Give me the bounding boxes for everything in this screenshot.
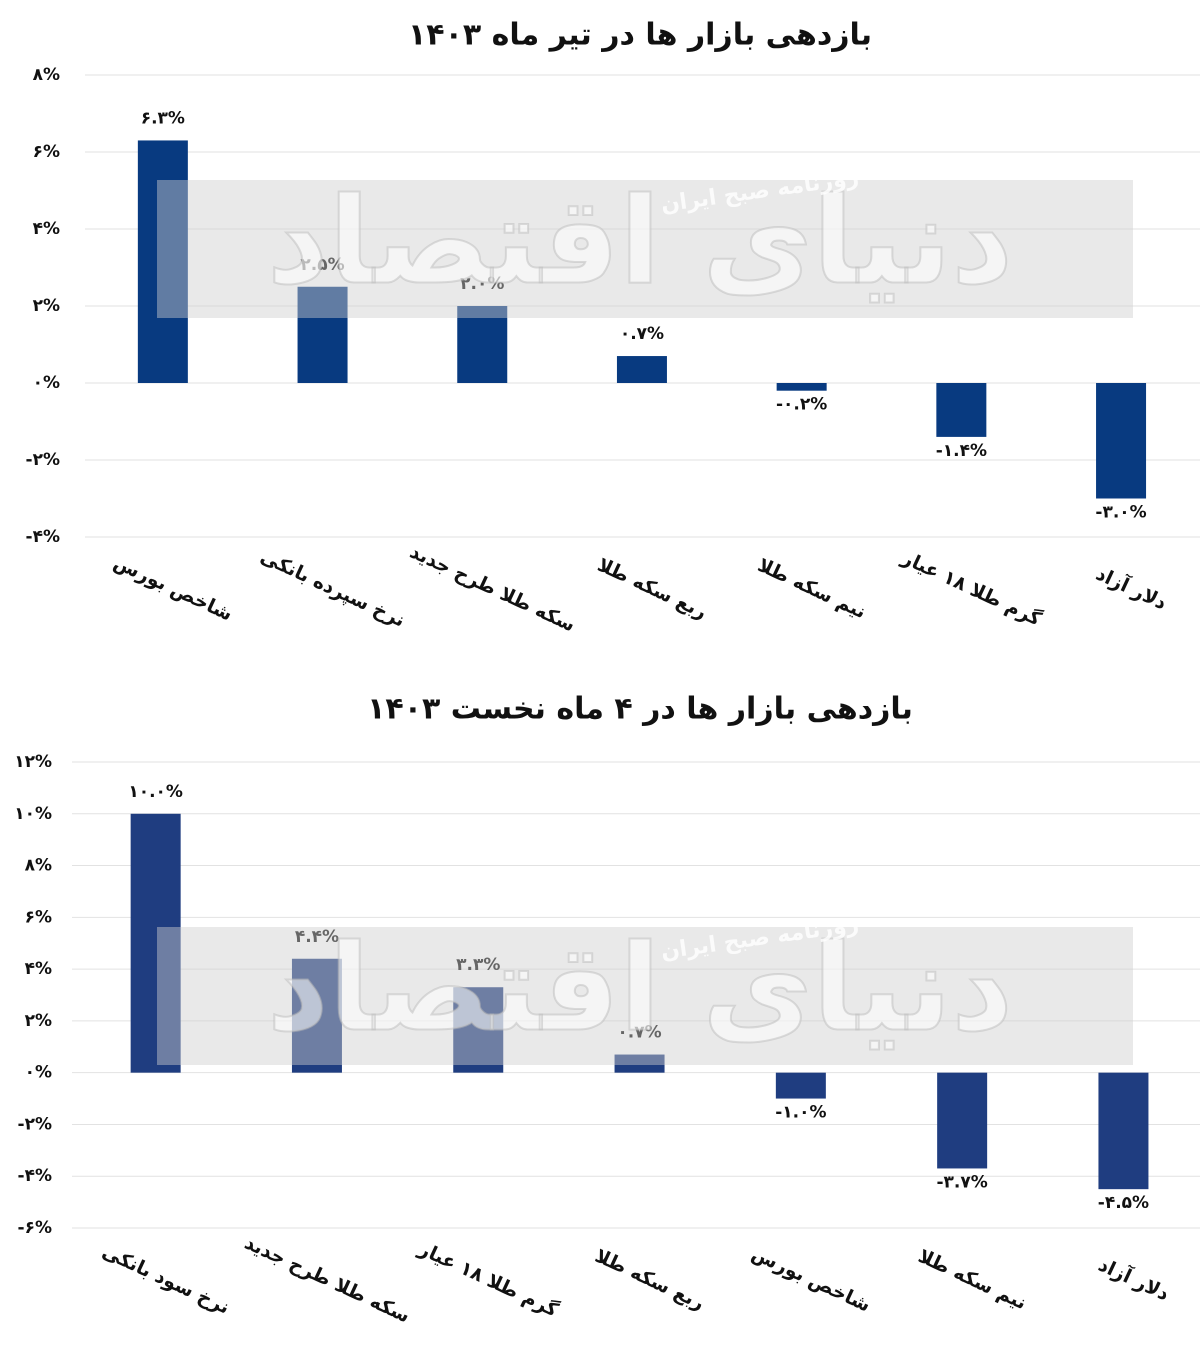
value-label: -۴.۵% bbox=[1098, 1193, 1149, 1213]
x-tick-label: سکه طلا طرح جدید bbox=[406, 541, 578, 637]
x-tick-label: ربع سکه طلا bbox=[594, 554, 710, 624]
bar bbox=[453, 987, 504, 1073]
bar bbox=[137, 140, 188, 383]
x-tick-label: نرخ سود بانکی bbox=[99, 1240, 233, 1318]
watermark-band bbox=[157, 927, 1133, 1065]
chart-title: بازدهی بازار ها در تیر ماه ۱۴۰۳ bbox=[408, 18, 872, 53]
bar bbox=[937, 1072, 988, 1169]
value-label: -۳.۰% bbox=[1095, 503, 1146, 523]
bar bbox=[614, 1054, 665, 1073]
y-tick-label: ۶% bbox=[25, 907, 52, 927]
bar bbox=[776, 383, 827, 391]
bar bbox=[130, 813, 181, 1073]
y-tick-label: -۴% bbox=[26, 527, 60, 547]
x-tick-label: گرم طلا ۱۸ عیار bbox=[898, 545, 1046, 630]
x-tick-label: شاخص بورس bbox=[110, 551, 236, 625]
bar bbox=[1096, 383, 1147, 499]
value-label: ۱۰.۰% bbox=[128, 782, 183, 802]
x-tick-label: دلار آزاد bbox=[1095, 1252, 1173, 1306]
x-tick-label: شاخص بورس bbox=[748, 1242, 874, 1316]
y-tick-label: ۰% bbox=[33, 373, 60, 393]
x-tick-label: ربع سکه طلا bbox=[592, 1245, 708, 1315]
x-tick-label: دلار آزاد bbox=[1093, 561, 1171, 615]
watermark-text: دنیای اقتصاد bbox=[267, 173, 1013, 312]
bar bbox=[616, 356, 667, 383]
y-tick-label: ۲% bbox=[25, 1011, 52, 1031]
y-tick-label: -۴% bbox=[18, 1166, 52, 1186]
y-tick-label: ۴% bbox=[25, 959, 52, 979]
y-tick-label: ۸% bbox=[25, 856, 52, 876]
bar bbox=[936, 383, 987, 437]
x-tick-label: سکه طلا طرح جدید bbox=[241, 1232, 413, 1328]
y-tick-label: ۴% bbox=[33, 219, 60, 239]
y-tick-label: -۲% bbox=[26, 450, 60, 470]
value-label: -۱.۰% bbox=[775, 1103, 826, 1123]
value-label: ۲.۵% bbox=[300, 255, 344, 275]
y-tick-label: -۶% bbox=[18, 1218, 52, 1238]
bar bbox=[1098, 1072, 1149, 1190]
x-tick-label: گرم طلا ۱۸ عیار bbox=[414, 1236, 562, 1321]
watermark-band bbox=[157, 180, 1133, 318]
x-tick-label: نیم سکه طلا bbox=[754, 554, 869, 623]
y-tick-label: ۸% bbox=[33, 65, 60, 85]
bar bbox=[457, 306, 508, 383]
y-tick-label: ۶% bbox=[33, 142, 60, 162]
value-label: ۳.۳% bbox=[456, 955, 500, 975]
value-label: ۲.۰% bbox=[460, 274, 504, 294]
y-tick-label: ۰% bbox=[25, 1063, 52, 1083]
value-label: ۰.۷% bbox=[620, 324, 664, 344]
bar bbox=[775, 1072, 826, 1099]
x-tick-label: نیم سکه طلا bbox=[915, 1245, 1030, 1314]
bar bbox=[297, 286, 348, 383]
value-label: -۳.۷% bbox=[936, 1172, 987, 1192]
value-label: -۰.۲% bbox=[776, 395, 827, 415]
value-label: -۱.۴% bbox=[936, 441, 987, 461]
y-tick-label: ۱۲% bbox=[14, 752, 52, 772]
watermark-text: دنیای اقتصاد bbox=[267, 920, 1013, 1059]
x-tick-label: نرخ سپرده بانکی bbox=[257, 545, 408, 631]
bar bbox=[291, 958, 342, 1073]
value-label: ۶.۳% bbox=[141, 108, 185, 128]
value-label: ۴.۴% bbox=[295, 927, 339, 947]
y-tick-label: ۲% bbox=[33, 296, 60, 316]
chart-title: بازدهی بازار ها در ۴ ماه نخست ۱۴۰۳ bbox=[367, 692, 913, 727]
value-label: ۰.۷% bbox=[617, 1023, 661, 1043]
y-tick-label: -۲% bbox=[18, 1114, 52, 1134]
y-tick-label: ۱۰% bbox=[14, 804, 52, 824]
